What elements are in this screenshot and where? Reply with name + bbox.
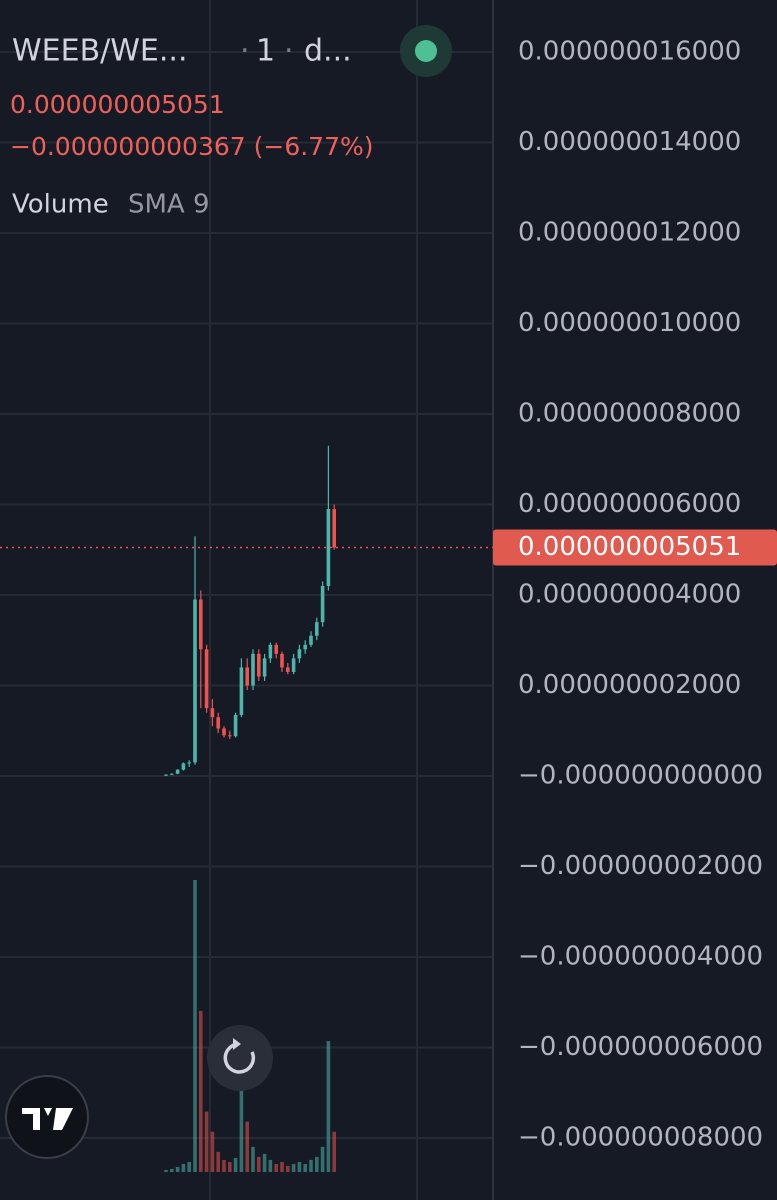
y-tick-label: 0.000000014000 bbox=[518, 127, 741, 157]
candle-body bbox=[251, 653, 255, 686]
status-dot bbox=[415, 40, 437, 62]
volume-bar bbox=[251, 1146, 255, 1172]
volume-bar bbox=[216, 1151, 220, 1172]
volume-bar bbox=[228, 1161, 232, 1172]
candle-body bbox=[216, 717, 220, 729]
last-price-tag bbox=[493, 529, 777, 566]
candle-body bbox=[170, 773, 174, 775]
exchange: d... bbox=[304, 34, 352, 69]
candle-body bbox=[286, 667, 290, 672]
y-tick-label: 0.000000010000 bbox=[518, 308, 741, 338]
logo[interactable] bbox=[5, 1075, 89, 1159]
volume-bar bbox=[233, 1157, 238, 1172]
y-tick-label: 0.000000002000 bbox=[518, 670, 741, 700]
candle-body bbox=[309, 635, 313, 645]
candle-body bbox=[280, 653, 284, 668]
separator: · bbox=[240, 34, 250, 69]
candle-body bbox=[204, 649, 209, 709]
volume-bar bbox=[257, 1156, 261, 1172]
candle-body bbox=[257, 653, 261, 677]
volume-bar bbox=[210, 1131, 215, 1172]
candle-body bbox=[187, 762, 191, 764]
candle-body bbox=[245, 667, 249, 686]
price: 0.000000005051 bbox=[10, 90, 225, 119]
candle-body bbox=[320, 585, 325, 623]
candle-body bbox=[303, 644, 307, 650]
volume-bar bbox=[262, 1153, 267, 1172]
reset-button[interactable] bbox=[207, 1025, 273, 1091]
y-tick-label: −0.000000000000 bbox=[518, 761, 763, 791]
candle-body bbox=[233, 714, 238, 737]
candle-body bbox=[262, 658, 267, 677]
logo-mark bbox=[22, 1108, 73, 1130]
y-tick-label: −0.000000004000 bbox=[518, 942, 763, 972]
candle-body bbox=[326, 509, 331, 586]
volume-bar bbox=[164, 1169, 168, 1172]
candle-body bbox=[222, 728, 226, 736]
reset-icon bbox=[223, 1042, 256, 1074]
change: −0.000000000367 (−6.77%) bbox=[10, 132, 374, 161]
volume-bar bbox=[170, 1168, 174, 1172]
candle-body bbox=[181, 763, 186, 770]
y-tick-label: 0.000000008000 bbox=[518, 399, 741, 429]
indicator-name[interactable]: Volume bbox=[12, 190, 109, 220]
candle-body bbox=[291, 658, 296, 672]
volume-bar bbox=[239, 1061, 244, 1172]
volume-bar bbox=[274, 1163, 278, 1172]
y-tick-label: 0.000000012000 bbox=[518, 218, 741, 248]
volume-bar bbox=[245, 1121, 249, 1172]
volume-bar bbox=[315, 1156, 319, 1172]
volume-bar bbox=[199, 1010, 203, 1172]
volume-bar bbox=[268, 1159, 273, 1172]
volume-bar bbox=[309, 1159, 313, 1172]
candle-body bbox=[268, 644, 273, 659]
y-tick-label: 0.000000006000 bbox=[518, 489, 741, 519]
volume-bar bbox=[303, 1163, 307, 1172]
candle-body bbox=[199, 599, 203, 650]
candle-body bbox=[297, 649, 302, 659]
last-price-label: 0.000000005051 bbox=[518, 532, 741, 562]
candle-body bbox=[274, 644, 278, 654]
volume-bar bbox=[175, 1166, 180, 1172]
reset-bg[interactable] bbox=[207, 1025, 273, 1091]
y-tick-label: −0.000000006000 bbox=[518, 1032, 763, 1062]
volume-bar bbox=[280, 1161, 284, 1172]
candle-body bbox=[228, 735, 232, 737]
y-tick-label: 0.000000004000 bbox=[518, 580, 741, 610]
volume-bar bbox=[286, 1165, 290, 1172]
volume-bar bbox=[332, 1131, 336, 1172]
y-tick-label: −0.000000002000 bbox=[518, 851, 763, 881]
candle-body bbox=[332, 509, 336, 548]
volume-bar bbox=[187, 1161, 191, 1172]
candle-body bbox=[210, 708, 215, 718]
candle-body bbox=[315, 622, 319, 636]
candle-body bbox=[193, 599, 197, 763]
logo-bg[interactable] bbox=[5, 1075, 89, 1159]
volume-bar bbox=[291, 1163, 296, 1172]
candle-body bbox=[239, 667, 244, 715]
interval[interactable]: 1 bbox=[256, 34, 275, 69]
y-tick-label: −0.000000008000 bbox=[518, 1123, 763, 1153]
candle-body bbox=[175, 769, 180, 774]
volume-bar bbox=[297, 1161, 302, 1172]
volume-bar bbox=[320, 1146, 325, 1172]
y-tick-label: 0.000000016000 bbox=[518, 37, 741, 67]
volume-bar bbox=[326, 1041, 331, 1172]
volume-bar bbox=[204, 1111, 209, 1172]
symbol[interactable]: WEEB/WE... bbox=[12, 34, 188, 69]
indicator-param: SMA 9 bbox=[128, 190, 210, 220]
volume-bar bbox=[222, 1159, 226, 1172]
volume-bar bbox=[181, 1163, 186, 1172]
reset-arrow bbox=[233, 1038, 241, 1050]
separator: · bbox=[284, 34, 294, 69]
candle-body bbox=[164, 774, 168, 776]
volume-bar bbox=[193, 880, 197, 1172]
